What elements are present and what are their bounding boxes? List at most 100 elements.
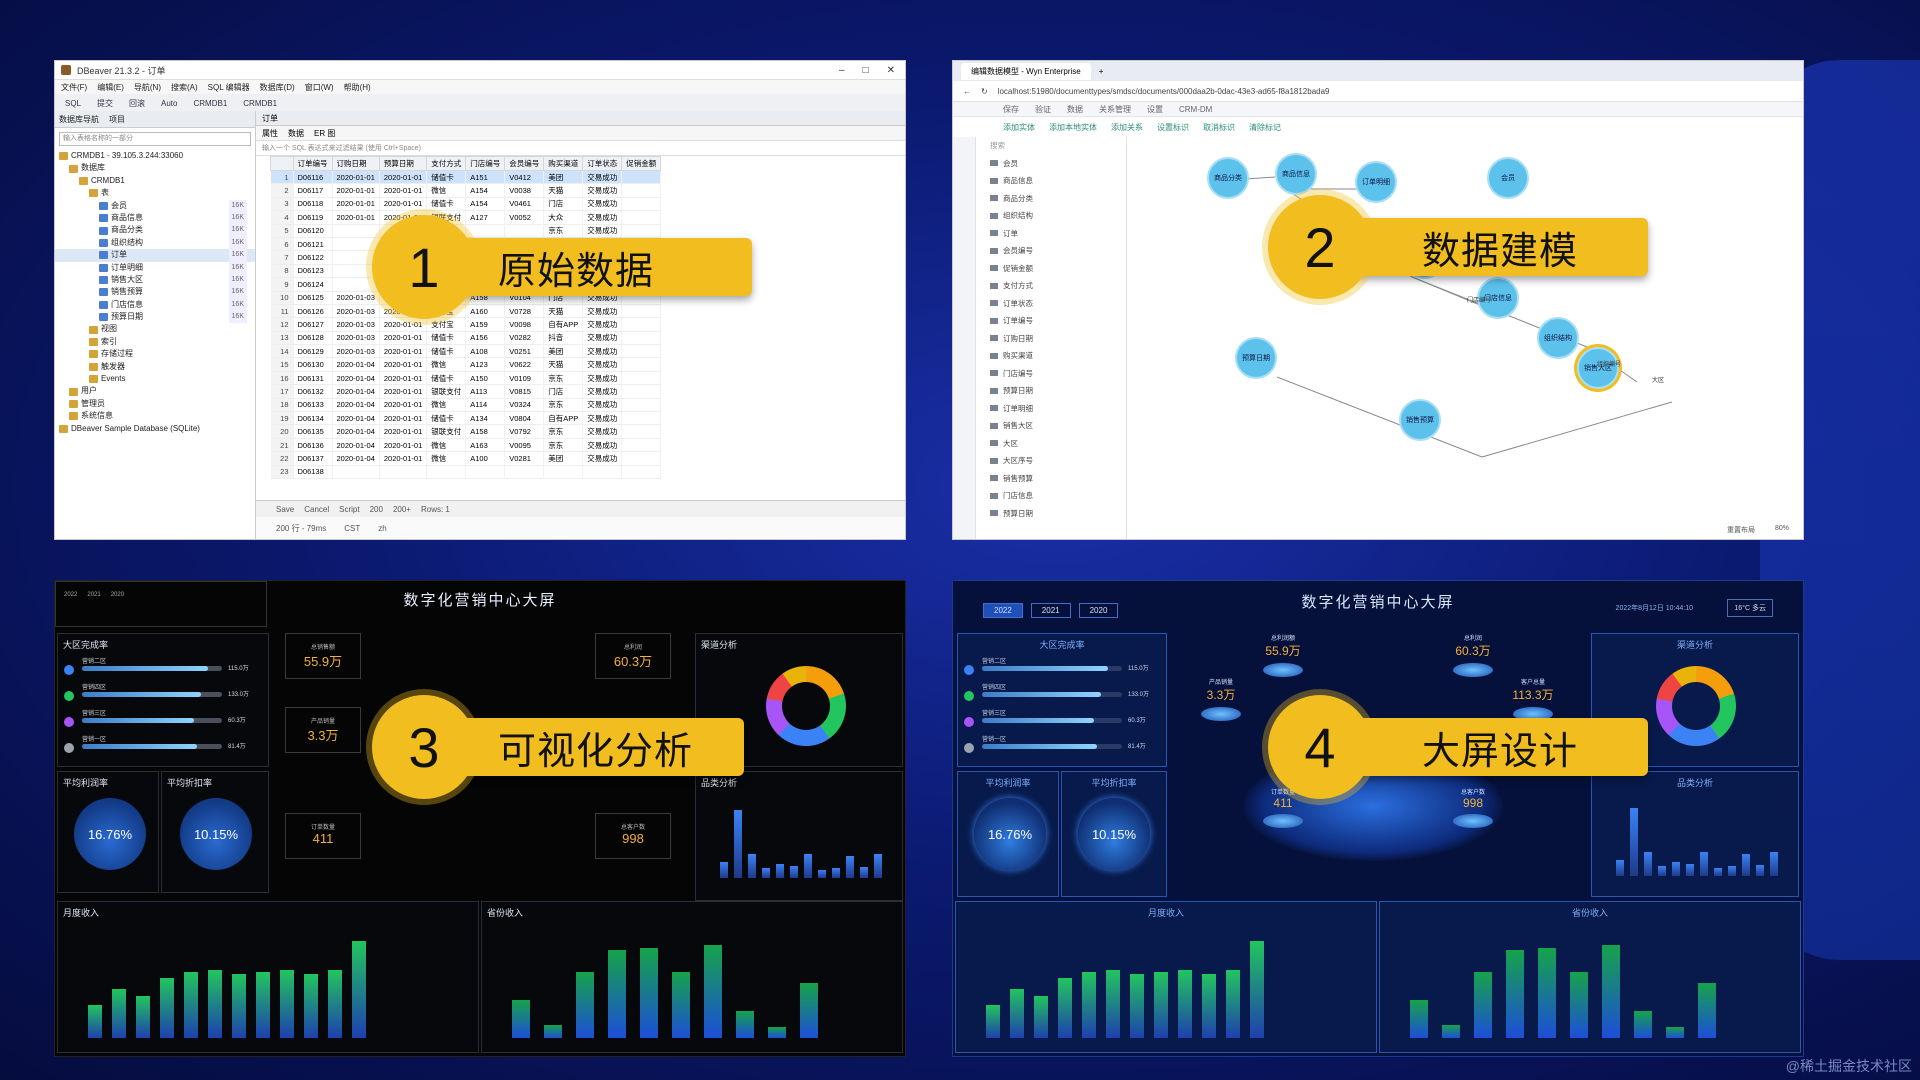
table-cell[interactable]: 2020-01-01 [332, 170, 380, 185]
menu-item[interactable]: 编辑(E) [97, 82, 124, 92]
table-cell[interactable]: V0792 [504, 424, 545, 439]
tree-item[interactable]: 商品信息 16K [55, 211, 255, 225]
entity-node[interactable]: 商品信息 [1275, 153, 1317, 195]
table-cell[interactable]: 2020-01-01 [379, 183, 428, 198]
table-cell[interactable]: 2020-01-01 [379, 438, 428, 453]
entity-item[interactable]: 支付方式 [976, 277, 1126, 295]
year-tab[interactable]: 2020 [1078, 603, 1119, 618]
table-cell[interactable]: 抖音 [543, 331, 584, 346]
table-cell[interactable]: A114 [465, 398, 506, 413]
tree-item[interactable]: 存储过程 [55, 348, 255, 360]
table-cell[interactable]: D06137 [293, 451, 333, 466]
table-cell[interactable]: D06123 [293, 264, 333, 279]
entity-item[interactable]: 商品信息 [976, 172, 1126, 190]
entity-node[interactable]: 销售大区 [1577, 347, 1619, 389]
table-cell[interactable] [379, 465, 428, 479]
entity-item[interactable]: 销售预算 [976, 470, 1126, 488]
table-cell[interactable]: V0109 [504, 371, 545, 386]
table-cell[interactable] [543, 465, 584, 479]
table-cell[interactable]: 2020-01-03 [332, 304, 380, 319]
toolbar-item[interactable]: SQL [65, 98, 82, 108]
close-icon[interactable]: ✕ [886, 64, 895, 76]
tree-item[interactable]: CRMDB1 [55, 175, 255, 187]
table-cell[interactable]: D06135 [293, 424, 333, 439]
table-cell[interactable]: 支付宝 [426, 317, 467, 332]
table-cell[interactable]: 2020-01-01 [379, 371, 428, 386]
status-item[interactable]: Script [339, 504, 360, 514]
table-cell[interactable]: 交易成功 [582, 170, 623, 185]
table-cell[interactable]: 2020-01-01 [379, 197, 428, 212]
entity-node[interactable]: 门店信息 [1477, 277, 1519, 319]
wyn-tool-button[interactable]: 设置标识 [1157, 122, 1189, 132]
table-cell[interactable] [621, 465, 662, 479]
table-cell[interactable]: 交易成功 [582, 331, 623, 346]
table-row[interactable]: 5 D06120 京东 交易成功 [270, 224, 662, 238]
table-cell[interactable]: 大众 [543, 210, 584, 225]
entity-item[interactable]: 商品分类 [976, 190, 1126, 208]
table-cell[interactable] [621, 331, 662, 346]
table-cell[interactable]: 京东 [543, 398, 584, 413]
table-cell[interactable]: 2020-01-04 [332, 371, 380, 386]
table-row[interactable]: 17 D06132 2020-01-04 2020-01-01 银联支付 A113 V081… [270, 384, 662, 399]
column-header[interactable]: 订购日期 [331, 156, 380, 171]
table-cell[interactable]: D06131 [293, 371, 333, 386]
table-cell[interactable]: D06118 [293, 197, 333, 212]
tree-item[interactable]: 销售大区 16K [55, 273, 255, 287]
tree-item[interactable]: 会员 16K [55, 199, 255, 212]
tree-item[interactable]: 组织结构 16K [55, 236, 255, 250]
table-cell[interactable]: V0095 [504, 438, 545, 453]
table-cell[interactable]: A163 [465, 438, 506, 453]
table-row[interactable]: 3 D06118 2020-01-01 2020-01-01 储值卡 A154 V0461 门… [270, 197, 662, 212]
table-row[interactable]: 20 D06135 2020-01-04 2020-01-01 银联支付 A158 V079… [270, 424, 662, 439]
menu-item[interactable]: 数据库(D) [259, 82, 295, 92]
table-cell[interactable]: 微信 [426, 398, 467, 413]
column-header[interactable]: 订单状态 [582, 156, 623, 171]
table-cell[interactable]: D06117 [293, 183, 333, 198]
table-cell[interactable]: V0282 [504, 331, 545, 346]
nav-tab[interactable]: 项目 [109, 114, 125, 124]
table-cell[interactable]: 交易成功 [582, 384, 623, 399]
table-cell[interactable]: 2020-01-01 [379, 357, 428, 372]
table-cell[interactable]: 美团 [543, 170, 584, 185]
tree-item[interactable]: 订单明细 16K [55, 261, 255, 274]
table-cell[interactable] [332, 224, 380, 238]
table-row[interactable]: 22 D06137 2020-01-04 2020-01-01 微信 A100 V0281 美… [270, 451, 662, 466]
wyn-menu-item[interactable]: 保存 [1003, 104, 1019, 114]
tree-item[interactable]: 系统信息 [55, 410, 255, 422]
table-cell[interactable]: D06132 [293, 384, 333, 399]
column-header[interactable]: 会员编号 [504, 156, 545, 171]
table-cell[interactable] [465, 465, 506, 479]
status-item[interactable]: 200 [369, 504, 383, 514]
entity-node[interactable]: 销售预算 [1399, 399, 1441, 441]
table-cell[interactable] [621, 170, 662, 185]
table-cell[interactable]: 京东 [543, 424, 584, 439]
table-row[interactable]: 14 D06129 2020-01-03 2020-01-01 储值卡 A108 V0251… [270, 344, 662, 359]
table-cell[interactable]: A108 [465, 344, 506, 359]
table-cell[interactable]: A154 [465, 197, 506, 212]
table-cell[interactable]: 储值卡 [426, 371, 467, 386]
toolbar-item[interactable]: 提交 [97, 98, 114, 108]
table-cell[interactable]: 门店 [543, 197, 584, 212]
table-cell[interactable]: A127 [465, 210, 506, 225]
table-cell[interactable]: A156 [465, 331, 506, 346]
table-row[interactable]: 12 D06127 2020-01-03 2020-01-01 支付宝 A159 V0098… [270, 317, 662, 332]
table-cell[interactable] [621, 384, 662, 399]
minimize-icon[interactable]: – [839, 64, 845, 76]
table-cell[interactable]: 交易成功 [582, 197, 623, 212]
table-cell[interactable]: 交易成功 [582, 183, 623, 198]
status-item[interactable]: Save [276, 504, 295, 514]
table-cell[interactable]: 交易成功 [582, 411, 623, 426]
table-cell[interactable]: V0038 [504, 183, 545, 198]
table-cell[interactable]: 银联支付 [426, 424, 467, 439]
entity-item[interactable]: 门店信息 [976, 487, 1126, 505]
wyn-menu-item[interactable]: 数据 [1067, 104, 1083, 114]
new-tab-icon[interactable]: + [1098, 66, 1104, 76]
table-cell[interactable]: 储值卡 [426, 344, 467, 359]
table-row[interactable]: 23 D06138 [270, 465, 662, 479]
table-cell[interactable]: D06129 [293, 344, 333, 359]
year-tab[interactable]: 2022 [983, 603, 1023, 618]
reload-icon[interactable]: ↻ [981, 86, 988, 96]
year-tab[interactable]: 2022 [64, 592, 78, 598]
nav-tab[interactable]: 数据库导航 [59, 114, 99, 124]
table-cell[interactable]: 2020-01-04 [332, 438, 380, 453]
